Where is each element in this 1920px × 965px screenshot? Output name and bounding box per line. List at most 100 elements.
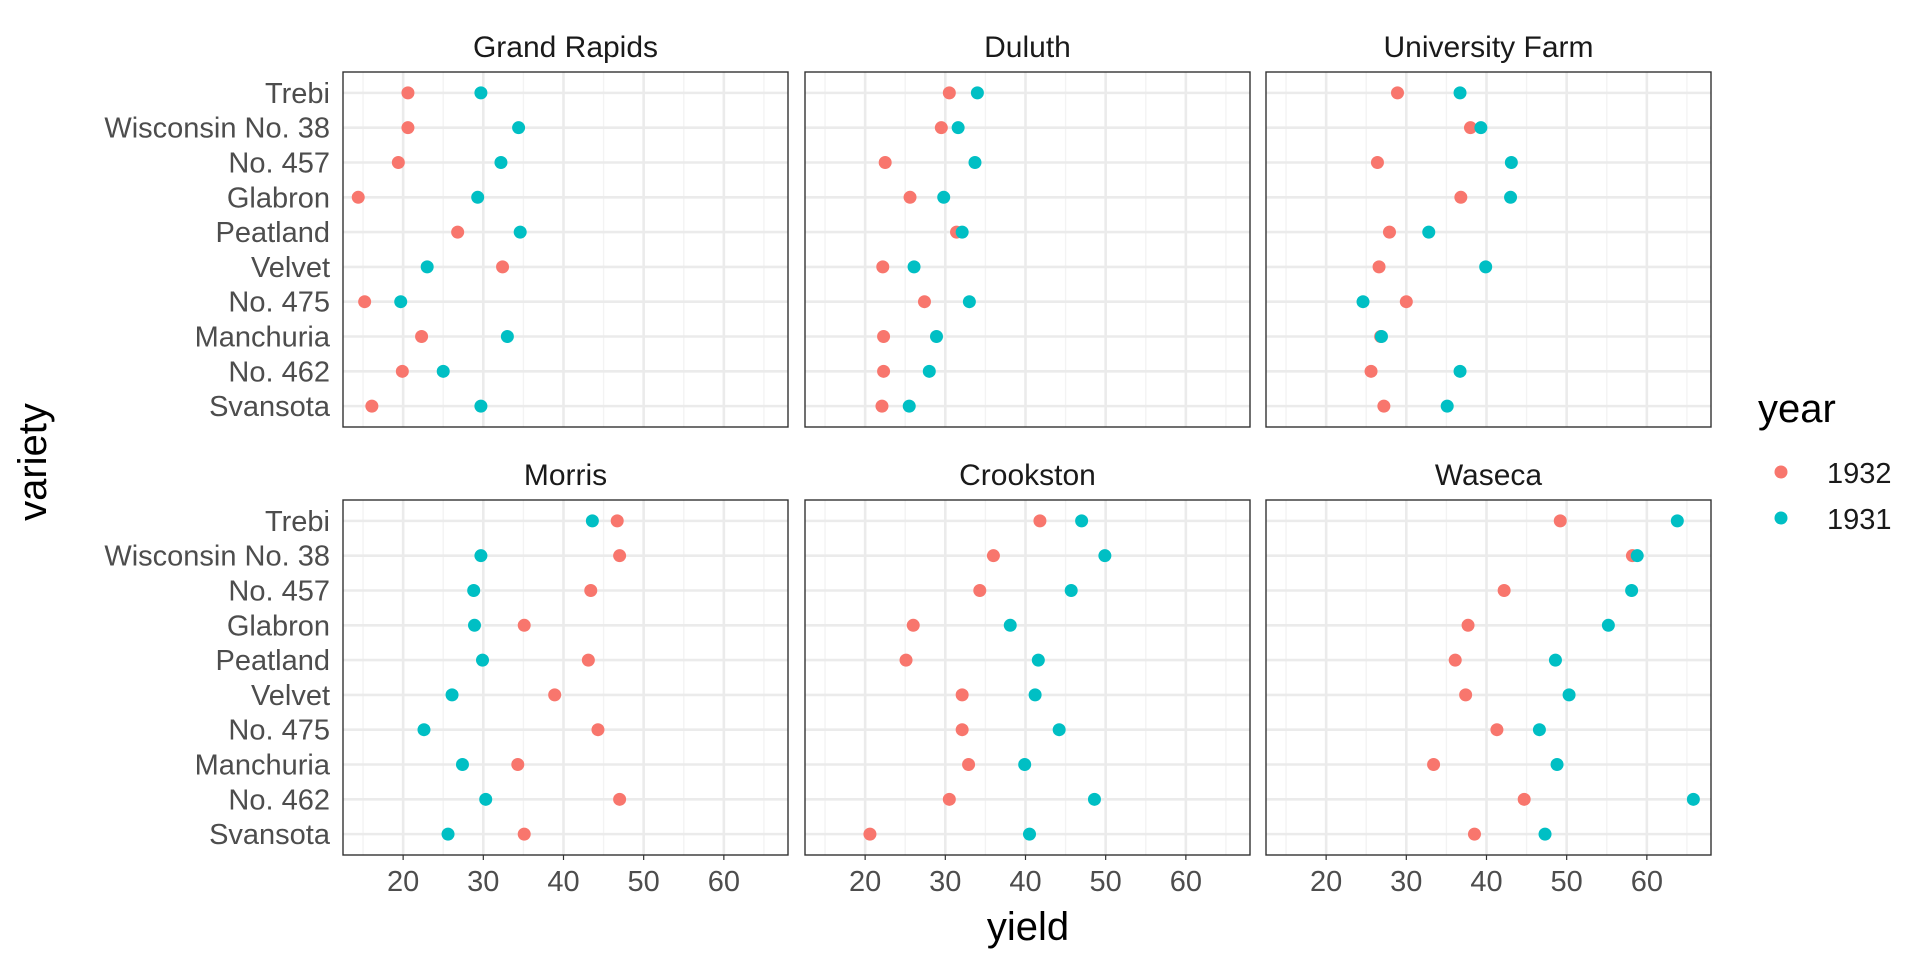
data-point-university-farm-1932	[1364, 364, 1378, 378]
data-point-university-farm-1931	[1422, 225, 1436, 239]
data-point-waseca-1931	[1601, 618, 1615, 632]
data-point-crookston-1932	[863, 827, 877, 841]
data-point-grand-rapids-1932	[401, 121, 415, 135]
data-point-crookston-1931	[1087, 792, 1101, 806]
data-point-morris-1932	[511, 758, 525, 772]
data-point-duluth-1931	[907, 260, 921, 274]
data-point-grand-rapids-1932	[358, 295, 372, 309]
y-tick-label: Glabron	[227, 610, 330, 642]
y-tick-label: No. 475	[228, 287, 330, 319]
y-tick-label: Manchuria	[195, 750, 331, 782]
y-tick-label: No. 475	[228, 715, 330, 747]
data-point-university-farm-1931	[1374, 330, 1388, 344]
panel-border-university-farm	[1265, 71, 1712, 428]
data-point-morris-1931	[479, 792, 493, 806]
data-point-crookston-1932	[906, 618, 920, 632]
panel-title-grand-rapids: Grand Rapids	[473, 31, 658, 64]
data-point-waseca-1932	[1448, 653, 1462, 667]
panel-border-grand-rapids	[342, 71, 789, 428]
y-tick-label: Velvet	[251, 680, 330, 712]
x-tick-label: 40	[1470, 866, 1502, 898]
data-point-university-farm-1931	[1453, 364, 1467, 378]
data-point-grand-rapids-1931	[474, 399, 488, 413]
data-point-grand-rapids-1932	[451, 225, 465, 239]
data-point-duluth-1932	[876, 260, 890, 274]
panel-title-waseca: Waseca	[1435, 459, 1543, 492]
data-point-crookston-1931	[1023, 827, 1037, 841]
data-point-university-farm-1932	[1463, 121, 1477, 135]
data-point-morris-1932	[517, 618, 531, 632]
data-point-morris-1931	[476, 653, 490, 667]
data-point-grand-rapids-1932	[401, 86, 415, 100]
data-point-grand-rapids-1931	[471, 190, 485, 204]
data-point-morris-1932	[613, 792, 627, 806]
data-point-grand-rapids-1931	[513, 225, 527, 239]
data-point-crookston-1931	[1003, 618, 1017, 632]
data-point-duluth-1932	[934, 121, 948, 135]
data-point-morris-1931	[441, 827, 455, 841]
data-point-university-farm-1931	[1504, 190, 1518, 204]
data-point-grand-rapids-1931	[474, 86, 488, 100]
x-tick-label: 40	[1009, 866, 1041, 898]
data-point-university-farm-1932	[1372, 260, 1386, 274]
data-point-morris-1931	[445, 688, 459, 702]
x-tick-label: 30	[467, 866, 499, 898]
data-point-crookston-1932	[973, 583, 987, 597]
data-point-duluth-1932	[942, 86, 956, 100]
y-tick-label: No. 462	[228, 356, 330, 388]
data-point-grand-rapids-1932	[365, 399, 379, 413]
data-point-grand-rapids-1932	[395, 364, 409, 378]
panel-border-crookston	[804, 499, 1251, 856]
data-point-waseca-1932	[1497, 583, 1511, 597]
data-point-morris-1932	[613, 549, 627, 563]
y-tick-label: No. 462	[228, 784, 330, 816]
x-tick-label: 40	[547, 866, 579, 898]
data-point-duluth-1931	[962, 295, 976, 309]
x-tick-label: 50	[1551, 866, 1583, 898]
data-point-crookston-1932	[986, 549, 1000, 563]
data-point-waseca-1931	[1670, 514, 1684, 528]
y-tick-label: Wisconsin No. 38	[104, 541, 330, 573]
data-point-university-farm-1931	[1356, 295, 1370, 309]
data-point-grand-rapids-1932	[391, 155, 405, 169]
data-point-waseca-1931	[1548, 653, 1562, 667]
x-tick-label: 20	[387, 866, 419, 898]
x-axis-title: yield	[987, 905, 1069, 949]
y-tick-label: Peatland	[216, 645, 331, 677]
data-point-grand-rapids-1931	[420, 260, 434, 274]
data-point-university-farm-1932	[1382, 225, 1396, 239]
legend-key-1932-point	[1774, 465, 1788, 479]
y-tick-label: No. 457	[228, 147, 330, 179]
panel-title-university-farm: University Farm	[1383, 31, 1593, 64]
y-tick-label: Trebi	[265, 78, 330, 110]
data-point-duluth-1932	[877, 330, 891, 344]
data-point-waseca-1931	[1532, 723, 1546, 737]
data-point-crookston-1932	[1033, 514, 1047, 528]
data-point-waseca-1931	[1625, 583, 1639, 597]
panel-title-duluth: Duluth	[984, 31, 1071, 64]
y-tick-label: Svansota	[209, 819, 331, 851]
data-point-waseca-1931	[1630, 549, 1644, 563]
data-point-grand-rapids-1931	[494, 155, 508, 169]
data-point-university-farm-1931	[1474, 121, 1488, 135]
data-point-duluth-1932	[877, 364, 891, 378]
data-point-waseca-1932	[1459, 688, 1473, 702]
data-point-grand-rapids-1931	[512, 121, 526, 135]
data-point-waseca-1932	[1461, 618, 1475, 632]
panel-border-morris	[342, 499, 789, 856]
x-tick-label: 50	[628, 866, 660, 898]
data-point-university-farm-1932	[1370, 155, 1384, 169]
data-point-duluth-1931	[968, 155, 982, 169]
data-point-crookston-1931	[1028, 688, 1042, 702]
x-tick-label: 50	[1090, 866, 1122, 898]
data-point-waseca-1932	[1553, 514, 1567, 528]
y-tick-label: Svansota	[209, 391, 331, 423]
data-point-university-farm-1932	[1377, 399, 1391, 413]
y-tick-label: No. 457	[228, 575, 330, 607]
data-point-waseca-1931	[1686, 792, 1700, 806]
data-point-crookston-1931	[1098, 549, 1112, 563]
data-point-waseca-1931	[1562, 688, 1576, 702]
data-point-duluth-1932	[875, 399, 889, 413]
